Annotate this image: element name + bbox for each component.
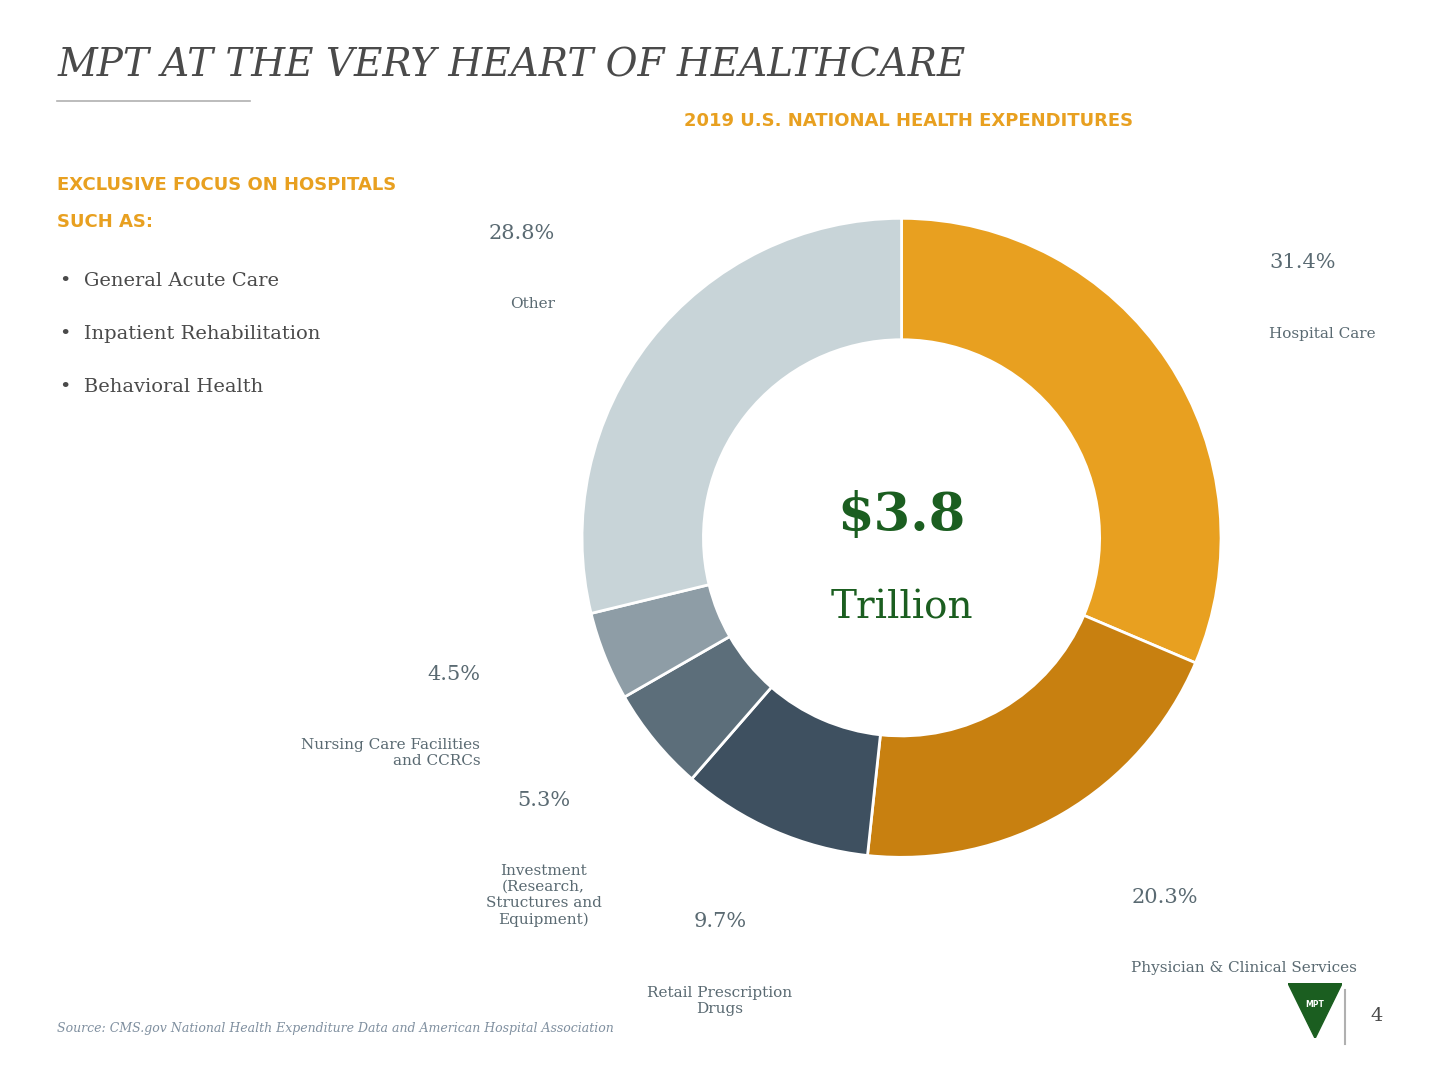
Text: 4.5%: 4.5% <box>428 665 481 684</box>
Text: Other: Other <box>509 297 555 311</box>
Text: SUCH AS:: SUCH AS: <box>57 213 153 231</box>
Text: EXCLUSIVE FOCUS ON HOSPITALS: EXCLUSIVE FOCUS ON HOSPITALS <box>57 176 396 194</box>
Text: 31.4%: 31.4% <box>1269 253 1335 273</box>
Text: Trillion: Trillion <box>830 590 973 626</box>
Text: •  Hospital Care expenditures of $1.2
trillion represented 31% of NHE and
5.6% o: • Hospital Care expenditures of $1.2 tri… <box>79 559 342 612</box>
Text: Hospital Care: Hospital Care <box>1269 327 1377 341</box>
Text: Physician & Clinical Services: Physician & Clinical Services <box>1132 961 1357 976</box>
Wedge shape <box>902 218 1221 662</box>
Text: MPT: MPT <box>1305 1000 1325 1009</box>
Wedge shape <box>591 585 730 697</box>
Wedge shape <box>582 218 902 613</box>
Wedge shape <box>624 637 771 779</box>
Text: •  Behavioral Health: • Behavioral Health <box>60 378 263 396</box>
Text: Investment
(Research,
Structures and
Equipment): Investment (Research, Structures and Equ… <box>485 864 601 927</box>
Text: •  2019 National Health Expenditures
(“NHE”) represented 17.7% of GDP.: • 2019 National Health Expenditures (“NH… <box>79 485 346 519</box>
Text: 20.3%: 20.3% <box>1132 887 1198 906</box>
Text: 4: 4 <box>1371 1006 1382 1025</box>
Polygon shape <box>1288 983 1342 1038</box>
Text: Source: CMS.gov National Health Expenditure Data and American Hospital Associati: Source: CMS.gov National Health Expendit… <box>57 1022 614 1035</box>
Text: 28.8%: 28.8% <box>488 224 555 243</box>
Text: Nursing Care Facilities
and CCRCs: Nursing Care Facilities and CCRCs <box>302 738 481 768</box>
Text: 9.7%: 9.7% <box>694 913 747 931</box>
Wedge shape <box>691 687 880 855</box>
Text: •  General Acute Care: • General Acute Care <box>60 272 279 290</box>
Text: MPT AT THE VERY HEART OF HEALTHCARE: MPT AT THE VERY HEART OF HEALTHCARE <box>57 48 966 85</box>
Text: Retail Prescription
Drugs: Retail Prescription Drugs <box>647 985 793 1016</box>
Text: $3.8: $3.8 <box>837 490 966 541</box>
Wedge shape <box>867 616 1195 857</box>
Text: •  Inpatient Rehabilitation: • Inpatient Rehabilitation <box>60 325 321 343</box>
Text: 5.3%: 5.3% <box>517 790 570 809</box>
Text: 2019 U.S. NATIONAL HEALTH EXPENDITURES: 2019 U.S. NATIONAL HEALTH EXPENDITURES <box>684 112 1133 130</box>
